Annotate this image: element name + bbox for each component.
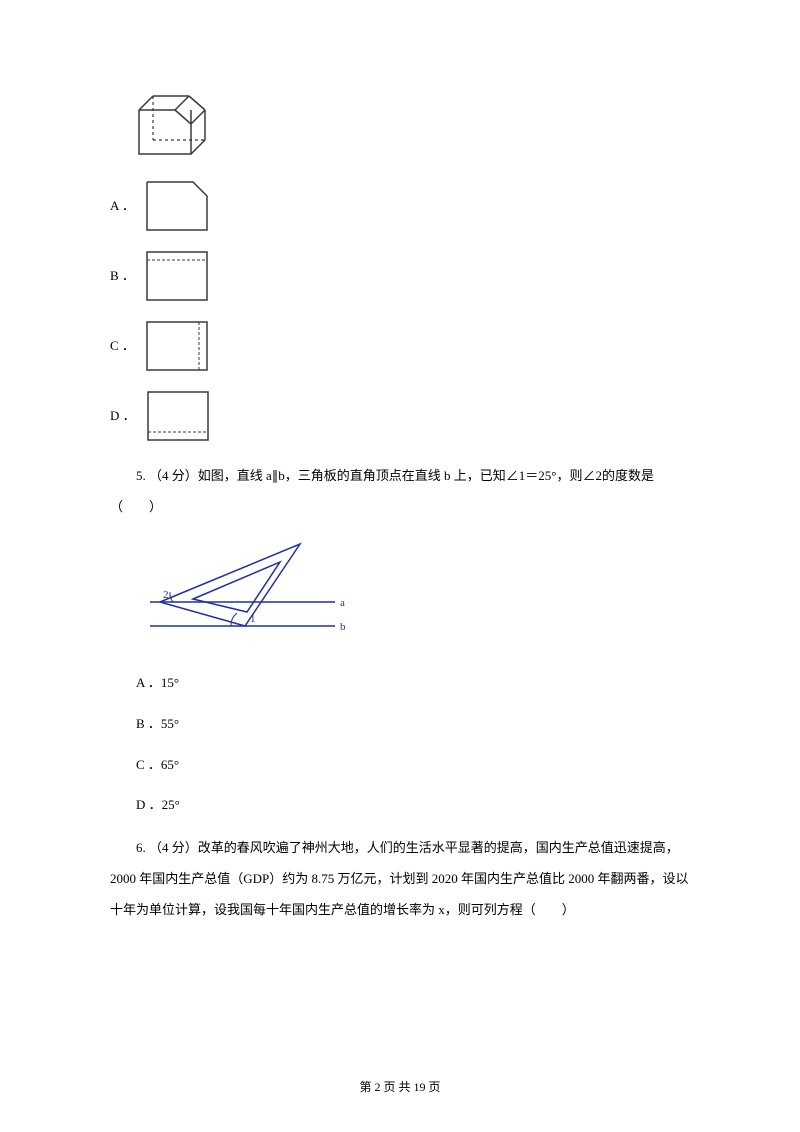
option-b-diagram (145, 250, 209, 302)
question-5-text: 5. （4 分）如图，直线 a∥b，三角板的直角顶点在直线 b 上，已知∠1＝2… (110, 460, 690, 522)
option-a-label: A ． (110, 196, 135, 232)
q5-option-b: B ．55° (110, 710, 690, 739)
q5-option-a: A ．15° (110, 669, 690, 698)
q5-opt-d-value: 25° (162, 797, 180, 812)
footer-total: 19 (414, 1080, 426, 1094)
footer-prefix: 第 (359, 1080, 371, 1094)
footer-current: 2 (374, 1080, 380, 1094)
question-5-diagram: a b 1 2 (135, 534, 690, 644)
q5-opt-a-label: A ． (136, 675, 161, 690)
cube-solid-diagram (135, 90, 690, 162)
option-c-label: C ． (110, 336, 135, 372)
option-c-row: C ． (110, 320, 690, 372)
page-footer: 第 2 页 共 19 页 (0, 1078, 800, 1097)
option-d-row: D ． (110, 390, 690, 442)
q5-opt-c-label: C ． (136, 757, 161, 772)
q5-option-c: C ．65° (110, 751, 690, 780)
q5-opt-c-value: 65° (161, 757, 179, 772)
label-a: a (340, 597, 345, 609)
q5-opt-b-label: B ． (136, 716, 161, 731)
q5-opt-b-value: 55° (161, 716, 179, 731)
option-b-row: B ． (110, 250, 690, 302)
option-a-row: A ． (110, 180, 690, 232)
q5-option-d: D ．25° (110, 791, 690, 820)
q5-opt-d-label: D ． (136, 797, 162, 812)
footer-joiner: 页 共 (383, 1080, 410, 1094)
footer-suffix: 页 (429, 1080, 441, 1094)
q5-opt-a-value: 15° (161, 675, 179, 690)
label-1: 1 (250, 613, 256, 625)
option-d-label: D ． (110, 406, 136, 442)
label-b: b (340, 621, 346, 633)
option-c-diagram (145, 320, 209, 372)
option-a-diagram (145, 180, 209, 232)
option-b-label: B ． (110, 266, 135, 302)
label-2: 2 (163, 589, 169, 601)
question-6-text: 6. （4 分）改革的春风吹遍了神州大地，人们的生活水平显著的提高，国内生产总值… (110, 832, 690, 926)
option-d-diagram (146, 390, 210, 442)
